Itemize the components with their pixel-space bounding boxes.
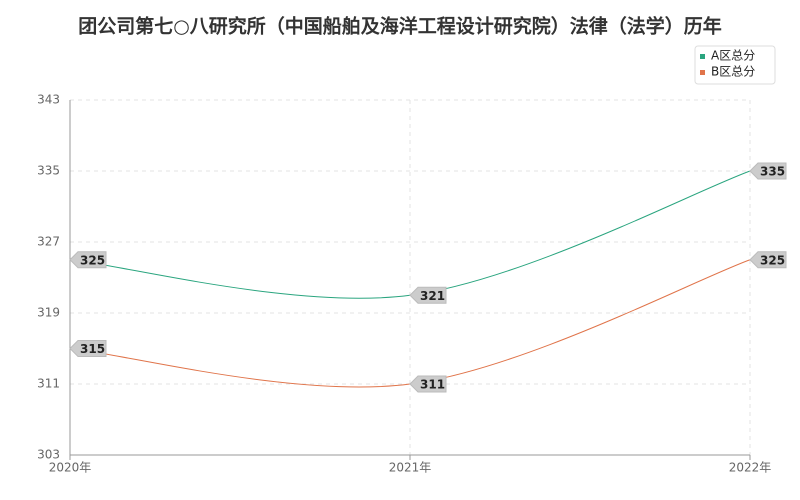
data-label: 335 (760, 165, 785, 179)
data-label-bg (749, 162, 787, 180)
data-label-group: 325 (749, 251, 787, 269)
legend-box (694, 45, 776, 85)
y-tick-label: 303 (37, 448, 60, 462)
data-label-bg (749, 251, 787, 269)
x-tick-label: 2021年 (389, 461, 432, 475)
y-tick-label: 327 (37, 235, 60, 249)
legend-swatch (700, 54, 705, 59)
data-label: 311 (420, 378, 445, 392)
legend-label: B区总分 (711, 65, 755, 79)
data-label-group: 311 (409, 375, 447, 393)
data-label-bg (409, 286, 447, 304)
x-tick-label: 2022年 (729, 461, 772, 475)
data-label-bg (409, 375, 447, 393)
data-label-group: 325 (69, 251, 107, 269)
data-label-group: 321 (409, 286, 447, 304)
y-tick-label: 311 (37, 377, 60, 391)
data-label-group: 335 (749, 162, 787, 180)
data-label: 321 (420, 289, 445, 303)
chart-title: 团公司第七○八研究所（中国船舶及海洋工程设计研究院）法律（法学）历年 (78, 15, 722, 38)
y-tick-label: 343 (37, 93, 60, 107)
data-label: 325 (80, 253, 105, 267)
legend-label: A区总分 (711, 49, 755, 63)
data-label-group: 315 (69, 340, 107, 357)
y-tick-label: 335 (37, 164, 60, 178)
x-tick-label: 2020年 (49, 461, 92, 475)
legend-swatch (700, 70, 705, 75)
data-label-bg (69, 340, 107, 357)
data-label: 325 (760, 253, 785, 267)
legend: A区总分 B区总分 (694, 45, 776, 85)
y-tick-label: 319 (37, 306, 60, 320)
data-label: 315 (80, 342, 105, 356)
data-label-bg (69, 251, 107, 269)
